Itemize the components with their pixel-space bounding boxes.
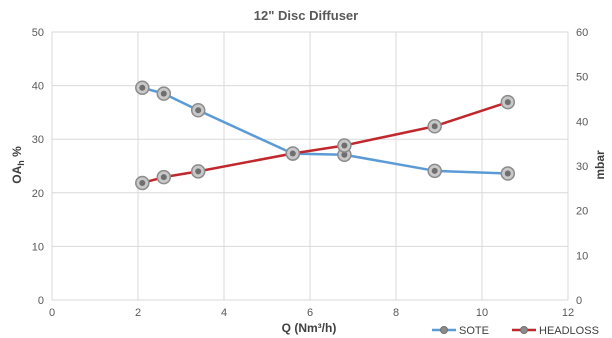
data-point-core	[431, 167, 438, 174]
x-tick-label: 4	[221, 307, 227, 319]
y2-tick-label: 20	[576, 206, 588, 218]
series-layer	[135, 80, 516, 191]
x-tick-label: 10	[476, 307, 488, 319]
x-axis-title: Q (Nm³/h)	[282, 321, 337, 335]
y-tick-label: 30	[32, 134, 44, 146]
data-point-core	[139, 179, 146, 186]
y-tick-label: 50	[32, 27, 44, 39]
x-tick-label: 8	[393, 307, 399, 319]
x-tick-label: 2	[135, 307, 141, 319]
data-point-core	[160, 90, 167, 97]
y-tick-label: 0	[38, 295, 44, 307]
x-tick-label: 12	[562, 307, 574, 319]
data-point-core	[431, 123, 438, 130]
legend: SOTE HEADLOSS	[432, 325, 599, 337]
y-tick-label: 20	[32, 188, 44, 200]
y2-tick-label: 50	[576, 72, 588, 84]
gridlines	[51, 31, 569, 301]
y2-tick-label: 0	[576, 295, 582, 307]
legend-marker	[440, 326, 448, 334]
data-point-core	[160, 174, 167, 181]
y-axis-title-subscript: h	[16, 160, 26, 166]
y-axis-title: OAh %	[10, 146, 26, 184]
legend-marker	[520, 326, 528, 334]
data-point-core	[504, 170, 511, 177]
data-point-core	[289, 150, 296, 157]
plot-area	[51, 31, 569, 301]
y-tick-label: 10	[32, 241, 44, 253]
series-line-sote	[141, 86, 508, 175]
chart-title: 12" Disc Diffuser	[254, 8, 358, 23]
x-tick-label: 0	[49, 307, 55, 319]
y-tick-label: 40	[32, 81, 44, 93]
data-point-core	[139, 84, 146, 91]
y2-axis-title: mbar	[593, 150, 607, 180]
data-point-core	[195, 107, 202, 114]
data-point-core	[341, 142, 348, 149]
data-point-core	[195, 168, 202, 175]
y2-tick-label: 40	[576, 116, 588, 128]
y2-tick-label: 60	[576, 27, 588, 39]
data-point-core	[341, 151, 348, 158]
data-point-core	[504, 99, 511, 106]
y2-tick-label: 10	[576, 250, 588, 262]
y-axis-title-main: OA	[10, 165, 24, 183]
y-axis-title-suffix: %	[10, 146, 24, 160]
legend-label-sote: SOTE	[459, 325, 489, 337]
x-tick-label: 6	[307, 307, 313, 319]
legend-label-headloss: HEADLOSS	[539, 325, 599, 337]
y2-tick-label: 30	[576, 161, 588, 173]
